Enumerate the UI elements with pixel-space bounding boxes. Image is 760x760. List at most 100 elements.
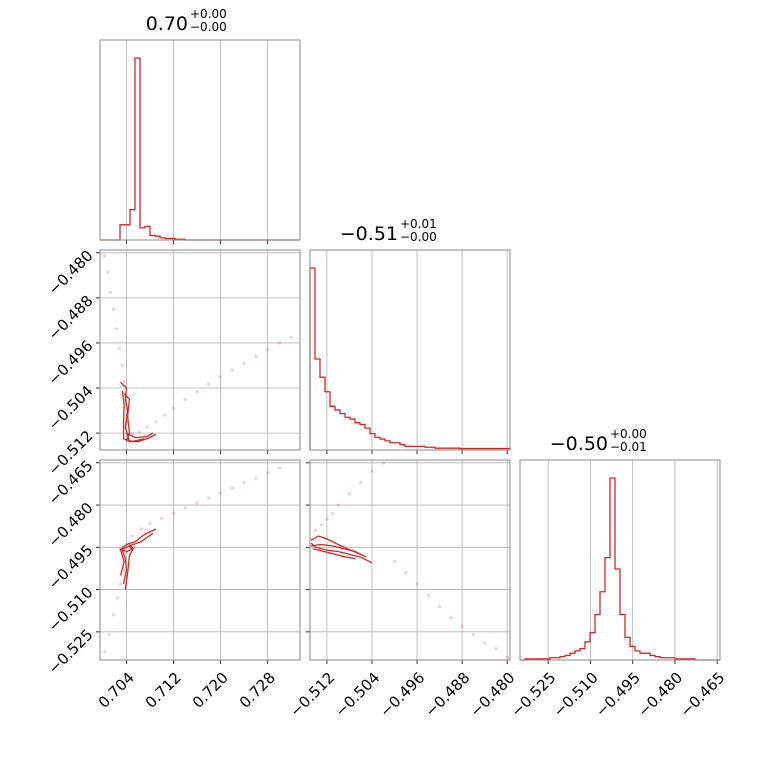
sample-point-2-13 <box>426 593 430 597</box>
param-title-value-1: −0.51 <box>340 223 398 245</box>
y-tick-label-1-3: −0.488 <box>45 292 97 344</box>
x-tick-label-1-3: −0.488 <box>421 669 473 721</box>
sample-point-2-20 <box>505 655 509 659</box>
sample-point-0-0 <box>103 254 107 258</box>
contour-0-2 <box>123 393 131 442</box>
x-tick-label-0-1: 0.712 <box>142 669 185 712</box>
sample-point-2-16 <box>460 624 464 628</box>
x-tick-label-1-4: −0.480 <box>467 669 519 721</box>
sample-point-1-15 <box>218 491 223 495</box>
y-tick-label-2-2: −0.495 <box>45 541 97 593</box>
x-tick-label-2-0: −0.525 <box>507 669 559 721</box>
sample-point-0-23 <box>277 341 282 345</box>
param-title-plus-1: +0.01 <box>400 217 437 231</box>
contour-2-2 <box>310 535 361 555</box>
hist-panel-0 <box>99 39 301 241</box>
scatter-panel-1-2 <box>309 459 511 661</box>
y-tick-label-2-0: −0.525 <box>45 626 97 678</box>
y-tick-label-1-1: −0.504 <box>45 382 97 434</box>
sample-point-0-10 <box>137 430 142 434</box>
sample-point-2-14 <box>437 604 442 609</box>
histogram-0 <box>100 57 300 241</box>
sample-point-0-17 <box>207 382 211 386</box>
contour-1-1 <box>119 532 154 576</box>
sample-point-1-8 <box>139 527 143 531</box>
sample-point-2-1 <box>314 528 318 533</box>
contour-0-0 <box>120 381 157 443</box>
contour-2-0 <box>310 542 373 564</box>
y-tick-label-2-1: −0.510 <box>45 583 97 635</box>
sample-point-2-11 <box>404 571 408 575</box>
sample-point-1-12 <box>183 506 187 510</box>
x-tick-label-1-0: −0.512 <box>286 669 338 721</box>
param-title-plus-0: +0.00 <box>190 7 227 21</box>
sample-point-0-22 <box>266 348 270 352</box>
x-tick-label-2-2: −0.495 <box>592 669 644 721</box>
histogram-1 <box>309 267 511 450</box>
x-tick-label-2-4: −0.465 <box>677 669 729 721</box>
x-tick-label-0-0: 0.704 <box>95 669 138 712</box>
param-title-minus-0: −0.00 <box>190 20 227 34</box>
y-tick-label-1-2: −0.496 <box>45 337 97 389</box>
scatter-panel-0-2 <box>99 459 301 661</box>
sample-point-1-1 <box>107 633 111 637</box>
sample-point-0-24 <box>289 335 293 339</box>
sample-point-0-9 <box>130 431 134 435</box>
param-title-value-2: −0.50 <box>550 433 608 455</box>
sample-point-1-18 <box>254 476 258 480</box>
sample-point-2-10 <box>392 559 397 564</box>
sample-point-0-12 <box>154 420 158 424</box>
x-tick-label-1-2: −0.496 <box>376 669 428 721</box>
sample-point-0-15 <box>183 397 187 401</box>
contour-1-2 <box>124 545 134 590</box>
param-title-minus-2: −0.01 <box>610 440 647 454</box>
sample-point-1-16 <box>230 486 234 490</box>
param-title-plus-2: +0.00 <box>610 427 647 441</box>
contour-0-1 <box>121 390 145 443</box>
sample-point-1-19 <box>266 471 270 475</box>
sample-point-2-9 <box>381 461 385 465</box>
contour-0-3 <box>126 432 154 439</box>
sample-point-2-5 <box>336 503 340 507</box>
sample-point-1-20 <box>277 466 282 470</box>
y-tick-label-2-3: −0.480 <box>45 499 97 551</box>
sample-point-2-18 <box>483 641 487 645</box>
sample-point-1-10 <box>160 516 164 521</box>
sample-point-1-17 <box>242 480 246 485</box>
sample-point-2-6 <box>347 492 352 496</box>
y-tick-label-1-4: −0.480 <box>45 247 97 299</box>
sample-point-0-11 <box>145 425 149 430</box>
sample-point-2-4 <box>330 511 335 516</box>
x-tick-label-0-2: 0.720 <box>189 669 232 712</box>
sample-point-0-6 <box>120 363 124 368</box>
sample-point-1-4 <box>118 582 123 586</box>
sample-point-1-11 <box>171 511 176 516</box>
sample-point-2-8 <box>370 469 374 473</box>
sample-point-1-14 <box>207 496 211 500</box>
sample-point-1-0 <box>103 649 107 654</box>
param-title-value-0: 0.70 <box>146 13 188 35</box>
x-tick-label-1-1: −0.504 <box>331 669 383 721</box>
sample-point-0-14 <box>171 406 176 410</box>
sample-point-0-13 <box>163 413 167 417</box>
contour-1-0 <box>121 528 157 585</box>
hist-panel-1 <box>309 249 511 451</box>
sample-point-2-19 <box>494 647 498 651</box>
scatter-panel-0-1 <box>99 249 301 451</box>
sample-point-0-21 <box>254 354 258 359</box>
sample-point-0-16 <box>195 389 199 394</box>
sample-point-0-5 <box>117 346 122 351</box>
sample-point-2-12 <box>415 582 419 586</box>
sample-point-0-20 <box>242 361 246 365</box>
sample-point-1-7 <box>130 534 134 538</box>
sample-point-2-3 <box>325 517 329 521</box>
x-tick-label-2-3: −0.480 <box>634 669 686 721</box>
hist-panel-2 <box>519 459 721 661</box>
x-tick-label-0-3: 0.728 <box>236 669 279 712</box>
sample-point-0-18 <box>218 375 223 379</box>
param-title-minus-1: −0.00 <box>400 230 437 244</box>
sample-point-1-9 <box>148 521 152 525</box>
contour-2-3 <box>312 548 356 560</box>
sample-point-2-7 <box>359 480 363 485</box>
